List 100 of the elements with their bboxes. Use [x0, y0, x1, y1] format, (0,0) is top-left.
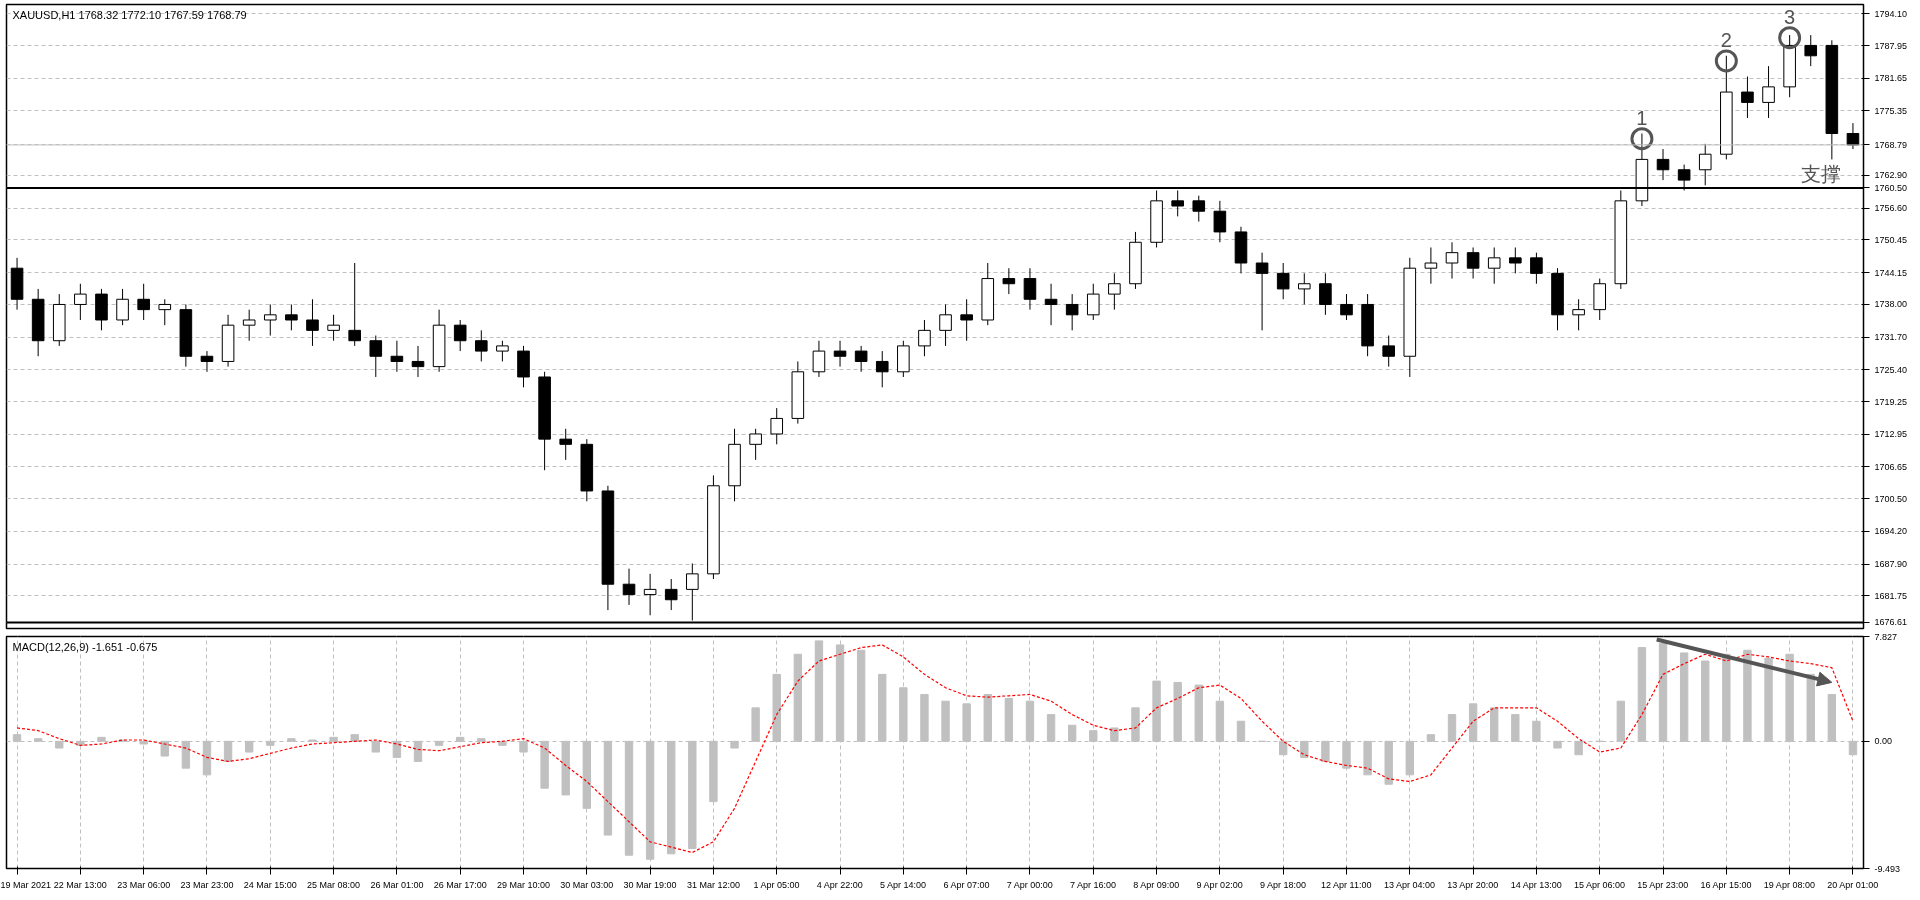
- point: [1714, 49, 1738, 73]
- annotation: 3: [1784, 5, 1796, 28]
- candlestick: [1044, 283, 1058, 326]
- candlestick: [1192, 195, 1206, 223]
- candlestick: [1741, 76, 1754, 119]
- candlestick: [1108, 272, 1121, 311]
- y-tick-label: 1712.95: [1874, 429, 1908, 440]
- candlestick: [1656, 148, 1670, 181]
- candlestick: [390, 340, 404, 373]
- y-tick-label: 1787.95: [1874, 40, 1908, 51]
- x-tick-label: 7 Apr 16:00: [1070, 879, 1117, 890]
- x-tick-label: 24 Mar 15:00: [243, 879, 297, 890]
- y-tick-label: 1706.65: [1874, 461, 1908, 472]
- candlestick: [812, 340, 826, 378]
- candlestick: [158, 298, 172, 326]
- candlestick: [960, 298, 973, 342]
- y-tick-label: 0.00: [1874, 736, 1893, 747]
- x-tick-label: 25 Mar 08:00: [307, 879, 361, 890]
- ref-line-label: 1676.61: [1874, 617, 1908, 628]
- x-tick-label: 13 Apr 04:00: [1384, 879, 1436, 890]
- x-tick-label: 19 Apr 08:00: [1763, 879, 1815, 890]
- candlestick: [643, 573, 657, 616]
- candlestick: [1804, 34, 1818, 67]
- candlestick: [1297, 272, 1311, 305]
- candlestick: [200, 350, 214, 373]
- x-tick-label: 9 Apr 02:00: [1196, 879, 1243, 890]
- chart-title: MACD(12,26,9) -1.651 -0.675: [12, 640, 158, 653]
- candlestick: [918, 319, 931, 357]
- candlestick: [1487, 246, 1501, 285]
- x-tick-label: 1 Apr 05:00: [753, 879, 800, 890]
- x-tick-label: 15 Apr 06:00: [1573, 879, 1625, 890]
- y-tick-label: 1694.20: [1874, 526, 1908, 537]
- y-tick-label: 1775.35: [1874, 105, 1908, 116]
- x-tick-label: 9 Apr 18:00: [1259, 879, 1306, 890]
- candlestick: [475, 329, 488, 362]
- ref-line-label: 1760.50: [1874, 182, 1908, 193]
- x-tick-label: 12 Apr 11:00: [1321, 879, 1372, 890]
- annotation: 2: [1720, 28, 1732, 51]
- candlestick: [1509, 246, 1522, 274]
- candlestick: [1424, 246, 1438, 285]
- candlestick: [327, 314, 340, 342]
- x-tick-label: 31 Mar 12:00: [686, 879, 740, 890]
- candlestick: [1255, 252, 1269, 331]
- ref-line-label: 1768.79: [1874, 139, 1908, 150]
- candlestick: [1276, 262, 1290, 300]
- candlestick: [285, 303, 298, 331]
- candlestick: [496, 340, 509, 362]
- x-tick-label: 30 Mar 03:00: [560, 879, 614, 890]
- x-tick-label: 29 Mar 10:00: [496, 879, 551, 890]
- chart-title: XAUUSD,H1 1768.32 1772.10 1767.59 1768.79: [12, 8, 247, 21]
- x-tick-label: 7 Apr 00:00: [1006, 879, 1053, 890]
- point: [1630, 127, 1654, 151]
- y-tick-label: 1700.50: [1874, 493, 1908, 504]
- candlestick: [1086, 283, 1100, 321]
- annotation: 支撑: [1801, 162, 1842, 185]
- y-tick-label: -9.493: [1874, 863, 1901, 874]
- candlestick: [1530, 252, 1543, 285]
- candlestick: [622, 568, 636, 606]
- y-tick-label: 1687.90: [1874, 559, 1908, 569]
- y-tick-label: 1744.15: [1874, 267, 1908, 278]
- candlestick: [411, 345, 425, 378]
- x-tick-label: 16 Apr 15:00: [1700, 879, 1752, 890]
- candlestick: [242, 309, 256, 342]
- y-tick-label: 1762.90: [1874, 170, 1908, 181]
- candlestick: [664, 578, 678, 611]
- y-tick-label: 1750.45: [1874, 234, 1908, 245]
- y-tick-label: 1731.70: [1874, 332, 1908, 343]
- x-tick-label: 6 Apr 07:00: [943, 879, 990, 890]
- candlestick: [770, 407, 784, 445]
- candlestick: [1762, 65, 1775, 119]
- candlestick: [1445, 241, 1459, 280]
- x-tick-label: 4 Apr 22:00: [816, 879, 863, 890]
- candlestick: [939, 303, 952, 347]
- candlestick: [1698, 143, 1712, 186]
- y-tick-label: 1794.10: [1874, 8, 1908, 19]
- x-tick-label: 23 Mar 23:00: [180, 879, 234, 890]
- candlestick: [875, 350, 889, 388]
- candlestick: [116, 288, 129, 326]
- y-tick-label: 1756.60: [1874, 203, 1908, 214]
- x-tick-label: 14 Apr 13:00: [1510, 879, 1562, 890]
- y-tick-label: 1725.40: [1874, 364, 1908, 375]
- x-tick-label: 30 Mar 19:00: [623, 879, 677, 890]
- candlestick: [854, 345, 868, 373]
- x-tick-label: 23 Mar 06:00: [117, 879, 171, 890]
- candlestick: [749, 428, 762, 461]
- candlestick: [306, 298, 319, 347]
- candlestick: [1382, 335, 1395, 368]
- candlestick: [833, 340, 847, 368]
- candlestick: [559, 428, 573, 461]
- y-tick-label: 1719.25: [1874, 396, 1908, 407]
- candlestick: [263, 303, 277, 337]
- point: [1778, 26, 1802, 50]
- candlestick: [1023, 267, 1037, 311]
- candlestick: [1002, 267, 1016, 295]
- y-tick-label: 1781.65: [1874, 73, 1908, 84]
- candlestick: [453, 319, 467, 352]
- candlestick: [74, 283, 87, 321]
- y-tick-label: 1738.00: [1874, 299, 1908, 310]
- annotation: 1: [1636, 106, 1648, 129]
- candlestick: [1572, 298, 1585, 331]
